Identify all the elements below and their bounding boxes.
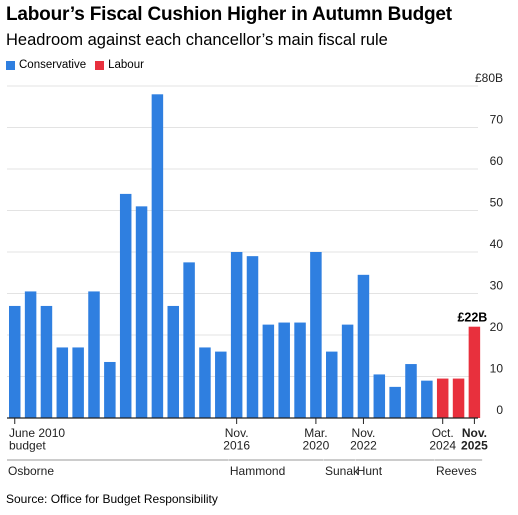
legend-label-labour: Labour: [108, 59, 144, 71]
chancellor-label: Sunak: [325, 464, 360, 478]
bar-labour: [452, 378, 465, 418]
value-annotation: £22B: [457, 311, 487, 325]
bar-conservative: [9, 305, 21, 418]
bar-conservative: [341, 324, 354, 418]
chart-subtitle: Headroom against each chancellor’s main …: [6, 31, 388, 49]
bar-conservative: [56, 347, 69, 418]
x-tick-label: Nov.: [352, 426, 376, 440]
x-tick-label: 2016: [223, 439, 250, 453]
y-tick-label: 10: [490, 362, 504, 376]
bar-conservative: [310, 252, 322, 418]
bar-conservative: [326, 351, 338, 418]
bar-conservative: [72, 347, 84, 418]
bar-conservative: [104, 361, 116, 418]
y-tick-label: 60: [490, 154, 504, 168]
bar-conservative: [405, 364, 417, 418]
x-tick-label: 2024: [429, 439, 456, 453]
chart-title: Labour’s Fiscal Cushion Higher in Autumn…: [6, 4, 452, 25]
source-note: Source: Office for Budget Responsibility: [6, 492, 218, 506]
legend: Conservative Labour: [6, 59, 153, 71]
bar-conservative: [230, 252, 243, 418]
x-tick-label: Nov.: [225, 426, 249, 440]
bar-conservative: [357, 274, 370, 418]
y-tick-label: £80B: [475, 71, 503, 85]
bar-conservative: [389, 386, 401, 418]
chancellor-label: Reeves: [436, 464, 477, 478]
legend-swatch-conservative: [6, 60, 15, 70]
y-tick-label: 30: [490, 279, 504, 293]
x-tick-label: Mar.: [304, 426, 327, 440]
bar-conservative: [119, 193, 132, 418]
bar-conservative: [262, 324, 275, 418]
bar-conservative: [135, 206, 148, 418]
bar-conservative: [294, 322, 306, 418]
bar-conservative: [183, 262, 195, 418]
legend-item-labour: Labour: [95, 59, 144, 71]
bar-conservative: [246, 256, 259, 418]
x-tick-label: 2025: [461, 439, 488, 453]
bar-conservative: [421, 380, 433, 418]
y-tick-label: 70: [490, 113, 504, 127]
bar-conservative: [199, 347, 211, 418]
x-tick-label: Oct.: [432, 426, 454, 440]
chancellor-label: Osborne: [8, 464, 54, 478]
x-tick-label: 2022: [350, 439, 377, 453]
chancellor-label: Hunt: [357, 464, 383, 478]
bar-conservative: [278, 322, 290, 418]
bar-conservative: [215, 351, 227, 418]
x-tick-label: 2020: [303, 439, 330, 453]
chancellor-label: Hammond: [230, 464, 285, 478]
bar-conservative: [24, 291, 37, 418]
x-tick-label: Nov.: [462, 426, 487, 440]
legend-swatch-labour: [95, 60, 105, 70]
y-tick-label: 0: [496, 403, 503, 417]
y-tick-label: 50: [490, 196, 504, 210]
bar-labour: [436, 378, 449, 418]
bar-labour: [468, 326, 481, 418]
x-tick-label: June 2010: [9, 426, 65, 440]
bar-conservative: [151, 94, 164, 419]
bar-conservative: [373, 374, 386, 418]
y-tick-label: 40: [490, 237, 504, 251]
legend-label-conservative: Conservative: [19, 59, 87, 71]
y-tick-label: 20: [490, 320, 504, 334]
bar-conservative: [40, 305, 53, 418]
x-tick-label: budget: [9, 439, 46, 453]
legend-item-conservative: Conservative: [6, 59, 86, 71]
bar-conservative: [88, 291, 100, 418]
bar-conservative: [167, 305, 179, 418]
